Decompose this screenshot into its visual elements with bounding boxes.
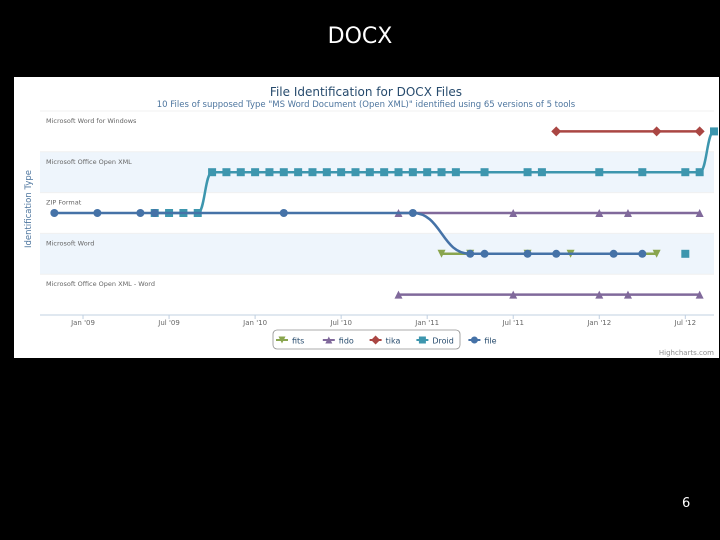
- y-tick-label: Microsoft Office Open XML: [46, 158, 132, 166]
- legend-item-file[interactable]: file: [468, 336, 497, 346]
- data-point[interactable]: [337, 168, 346, 177]
- legend-marker[interactable]: [278, 336, 286, 344]
- y-tick-label: ZIP Format: [46, 199, 82, 207]
- data-point[interactable]: [322, 168, 331, 177]
- chart-title: File Identification for DOCX Files: [270, 85, 462, 99]
- legend-label[interactable]: fido: [339, 337, 354, 346]
- y-axis-labels: Microsoft Word for Windows Microsoft Offi…: [46, 117, 155, 288]
- data-point[interactable]: [623, 290, 632, 299]
- y-tick-label: Microsoft Word: [46, 239, 94, 247]
- data-point[interactable]: [652, 249, 661, 258]
- data-point[interactable]: [236, 168, 245, 177]
- data-point[interactable]: [136, 209, 145, 217]
- data-point[interactable]: [451, 168, 460, 177]
- legend-marker[interactable]: [371, 335, 381, 345]
- data-point[interactable]: [251, 168, 260, 177]
- data-point[interactable]: [394, 290, 403, 299]
- data-point[interactable]: [380, 168, 389, 177]
- legend[interactable]: fits fido tika Droid file: [272, 329, 497, 350]
- data-point[interactable]: [695, 209, 704, 217]
- data-point[interactable]: [466, 249, 475, 258]
- data-point[interactable]: [609, 249, 618, 258]
- data-point[interactable]: [710, 127, 718, 136]
- data-point[interactable]: [308, 168, 317, 177]
- chart-panel: File Identification for DOCX Files 10 Fi…: [14, 77, 719, 358]
- data-point[interactable]: [93, 209, 102, 217]
- grid-lines: [40, 110, 714, 275]
- chart-credits[interactable]: Highcharts.com: [659, 349, 714, 357]
- legend-label[interactable]: Droid: [432, 337, 453, 346]
- legend-marker[interactable]: [325, 336, 333, 344]
- chart: File Identification for DOCX Files 10 Fi…: [24, 85, 718, 357]
- data-point[interactable]: [423, 168, 432, 177]
- data-point[interactable]: [509, 209, 518, 217]
- data-point[interactable]: [695, 290, 704, 299]
- data-point[interactable]: [552, 249, 561, 258]
- data-point[interactable]: [150, 209, 159, 217]
- data-point[interactable]: [437, 249, 446, 258]
- legend-item-tika[interactable]: tika: [369, 335, 401, 346]
- data-point[interactable]: [50, 209, 59, 217]
- data-point[interactable]: [695, 168, 704, 177]
- data-point[interactable]: [694, 126, 705, 137]
- data-point[interactable]: [437, 168, 446, 177]
- x-tick-label: Jul '09: [157, 319, 180, 327]
- data-point[interactable]: [595, 168, 604, 177]
- data-point[interactable]: [681, 249, 690, 258]
- data-point[interactable]: [394, 168, 403, 177]
- data-point[interactable]: [408, 209, 417, 217]
- series-layer: [50, 126, 718, 299]
- x-tick-label: Jan '11: [414, 319, 439, 327]
- legend-label[interactable]: fits: [292, 337, 304, 346]
- x-tick-label: Jul '10: [329, 319, 352, 327]
- data-point[interactable]: [265, 168, 274, 177]
- data-point[interactable]: [638, 249, 647, 258]
- data-point[interactable]: [365, 168, 374, 177]
- data-point[interactable]: [523, 249, 532, 258]
- y-axis-title: Identification Type: [24, 170, 34, 248]
- data-point[interactable]: [351, 168, 360, 177]
- legend-item-droid[interactable]: Droid: [416, 336, 454, 346]
- y-tick-label: Microsoft Office Open XML - Word: [46, 280, 155, 288]
- series-line[interactable]: [54, 211, 643, 256]
- x-tick-label: Jul '11: [501, 319, 524, 327]
- data-point[interactable]: [480, 168, 489, 177]
- legend-label[interactable]: tika: [386, 337, 401, 346]
- data-point[interactable]: [279, 209, 288, 217]
- data-point[interactable]: [480, 249, 489, 258]
- x-tick-label: Jan '10: [242, 319, 267, 327]
- legend-item-fits[interactable]: fits: [276, 336, 304, 346]
- slide-title: DOCX: [327, 24, 393, 49]
- series-file[interactable]: [50, 209, 647, 258]
- data-point[interactable]: [623, 209, 632, 217]
- data-point[interactable]: [279, 168, 288, 177]
- data-point[interactable]: [408, 168, 417, 177]
- legend-item-fido[interactable]: fido: [322, 336, 354, 346]
- x-tick-label: Jan '12: [586, 319, 611, 327]
- y-tick-label: Microsoft Word for Windows: [46, 117, 137, 125]
- data-point[interactable]: [681, 168, 690, 177]
- data-point[interactable]: [294, 168, 303, 177]
- x-tick-label: Jan '09: [70, 319, 95, 327]
- slide-number: 6: [682, 496, 691, 511]
- data-point[interactable]: [595, 290, 604, 299]
- legend-marker[interactable]: [418, 336, 426, 344]
- x-tick-label: Jul '12: [674, 319, 697, 327]
- data-point[interactable]: [595, 209, 604, 217]
- data-point[interactable]: [651, 126, 662, 137]
- x-axis: Jan '09 Jul '09 Jan '10 Jul '10 Jan '11 Jul '…: [40, 314, 714, 327]
- legend-box: [272, 329, 461, 350]
- data-point[interactable]: [222, 168, 231, 177]
- legend-marker[interactable]: [470, 336, 478, 344]
- series-tika[interactable]: [551, 126, 705, 137]
- data-point[interactable]: [537, 168, 546, 177]
- data-point[interactable]: [638, 168, 647, 177]
- data-point[interactable]: [523, 168, 532, 177]
- data-point[interactable]: [551, 126, 562, 137]
- data-point[interactable]: [208, 168, 217, 177]
- chart-subtitle: 10 Files of supposed Type "MS Word Docum…: [157, 100, 576, 110]
- legend-label[interactable]: file: [484, 337, 496, 346]
- data-point[interactable]: [509, 290, 518, 299]
